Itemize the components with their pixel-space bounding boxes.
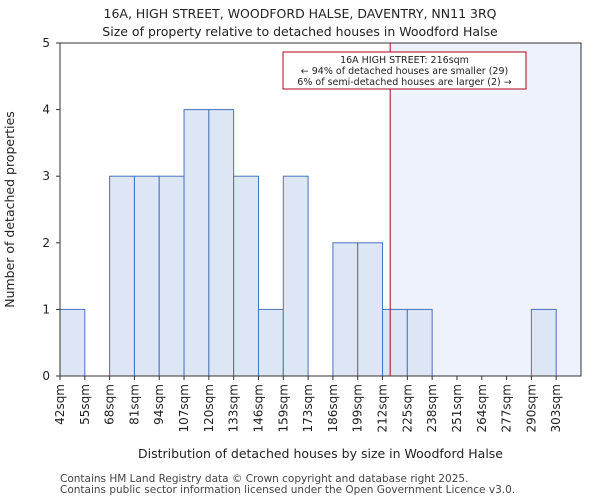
bar-225sqm bbox=[406, 308, 433, 377]
bar-107sqm bbox=[183, 109, 210, 377]
y-tick-label-0: 0 bbox=[42, 369, 50, 383]
y-axis-label: Number of detached properties bbox=[2, 111, 17, 308]
chart-title: Size of property relative to detached ho… bbox=[102, 24, 498, 39]
footer-licence: Contains public sector information licen… bbox=[60, 484, 516, 496]
footer-copyright: Contains HM Land Registry data © Crown c… bbox=[60, 473, 469, 485]
x-tick-label-277sqm: 277sqm bbox=[500, 384, 514, 432]
y-tick-label-4: 4 bbox=[42, 103, 50, 117]
x-tick-label-238sqm: 238sqm bbox=[425, 384, 439, 432]
x-tick-label-290sqm: 290sqm bbox=[524, 384, 538, 432]
bar-212sqm bbox=[382, 308, 408, 377]
x-tick-label-81sqm: 81sqm bbox=[127, 384, 141, 425]
y-tick-label-2: 2 bbox=[42, 236, 50, 250]
bar-186sqm bbox=[332, 242, 359, 377]
x-tick-label-251sqm: 251sqm bbox=[450, 384, 464, 432]
x-tick-label-303sqm: 303sqm bbox=[549, 384, 563, 432]
bar-133sqm bbox=[233, 175, 259, 377]
bar-42sqm bbox=[59, 308, 86, 377]
plot-frame bbox=[59, 42, 582, 377]
x-tick-label-159sqm: 159sqm bbox=[276, 384, 290, 432]
x-tick-label-42sqm: 42sqm bbox=[53, 384, 67, 425]
chart-title-address: 16A, HIGH STREET, WOODFORD HALSE, DAVENT… bbox=[103, 6, 497, 21]
bar-120sqm bbox=[208, 109, 235, 377]
y-tick-label-1: 1 bbox=[42, 302, 50, 316]
bar-290sqm bbox=[530, 308, 557, 377]
annotation-line-3: 6% of semi-detached houses are larger (2… bbox=[297, 77, 511, 88]
annotation-box bbox=[282, 51, 527, 90]
x-tick-label-199sqm: 199sqm bbox=[351, 384, 365, 432]
bar-94sqm bbox=[158, 175, 185, 377]
x-tick-label-264sqm: 264sqm bbox=[475, 384, 489, 432]
x-axis-label: Distribution of detached houses by size … bbox=[138, 446, 503, 461]
x-tick-label-212sqm: 212sqm bbox=[376, 384, 390, 432]
bar-68sqm bbox=[109, 175, 135, 377]
bar-81sqm bbox=[133, 175, 160, 377]
bar-199sqm bbox=[357, 242, 384, 377]
x-tick-label-186sqm: 186sqm bbox=[326, 384, 340, 432]
annotation-line-1: 16A HIGH STREET: 216sqm bbox=[340, 55, 469, 66]
y-tick-label-5: 5 bbox=[42, 36, 50, 50]
x-tick-label-68sqm: 68sqm bbox=[103, 384, 117, 425]
bar-146sqm bbox=[257, 308, 284, 377]
x-tick-label-107sqm: 107sqm bbox=[177, 384, 191, 432]
x-tick-label-94sqm: 94sqm bbox=[152, 384, 166, 425]
x-tick-label-146sqm: 146sqm bbox=[251, 384, 265, 432]
x-tick-label-120sqm: 120sqm bbox=[202, 384, 216, 432]
y-tick-label-3: 3 bbox=[42, 169, 50, 183]
x-tick-label-55sqm: 55sqm bbox=[78, 384, 92, 425]
x-tick-label-225sqm: 225sqm bbox=[400, 384, 414, 432]
x-tick-label-133sqm: 133sqm bbox=[227, 384, 241, 432]
annotation-line-2: ← 94% of detached houses are smaller (29… bbox=[301, 66, 508, 77]
x-tick-label-173sqm: 173sqm bbox=[301, 384, 315, 432]
bar-159sqm bbox=[282, 175, 309, 377]
